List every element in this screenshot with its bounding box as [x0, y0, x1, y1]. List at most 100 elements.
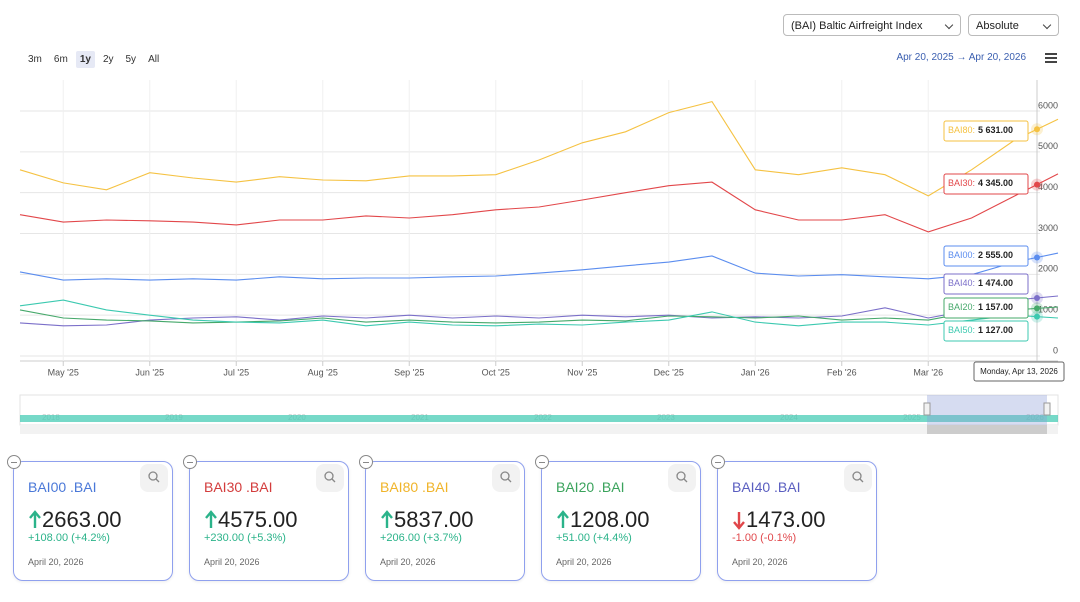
- card-date: April 20, 2026: [28, 557, 84, 567]
- crosshair-dot: [1034, 126, 1040, 133]
- scrollbar: [20, 425, 1058, 434]
- tooltip-text: BAI30: 4 345.00: [948, 178, 1013, 188]
- search-icon: [324, 471, 336, 483]
- ticker-card[interactable]: BAI30 .BAI 4575.00 +230.00 (+5.3%) April 20…: [183, 455, 349, 581]
- tooltip-name: BAI20:: [948, 302, 975, 312]
- search-icon: [852, 471, 864, 483]
- scrollbar-thumb: [927, 425, 1047, 434]
- card-value: 4575.00: [204, 507, 298, 533]
- search-button[interactable]: [316, 464, 344, 492]
- x-tick-label: Feb '26: [827, 367, 857, 377]
- search-button[interactable]: [492, 464, 520, 492]
- x-tick-label: May '25: [48, 367, 79, 377]
- tooltip-box: [943, 120, 1029, 142]
- crosshair-dot: [1034, 305, 1040, 312]
- ticker-card[interactable]: BAI20 .BAI 1208.00 +51.00 (+4.4%) April 20,…: [535, 455, 701, 581]
- tooltip-name: BAI30:: [948, 178, 975, 188]
- card-value: 5837.00: [380, 507, 474, 533]
- tooltip: BAI30: 4 345.00: [943, 173, 1029, 195]
- card-change: +206.00 (+3.7%): [380, 532, 462, 544]
- card-value-text: 4575.00: [218, 507, 298, 532]
- card-value: 1208.00: [556, 507, 650, 533]
- chart: 0 1000 2000 3000 4000 5000 6000 May '25 Jun '25 J…: [19, 80, 1065, 434]
- card-value: 1473.00: [732, 507, 826, 533]
- y-tick-label: 6000: [1038, 100, 1058, 110]
- tooltip-value: 4 345.00: [978, 178, 1013, 188]
- navigator-handle[interactable]: [1043, 402, 1051, 416]
- date-arrow: →: [956, 52, 967, 63]
- tooltip-value: 2 555.00: [978, 250, 1013, 260]
- card-name: BAI30 .BAI: [204, 479, 273, 495]
- y-tick-label: 0: [1053, 345, 1058, 355]
- y-tick-label: 4000: [1038, 182, 1058, 192]
- y-tick-label: 1000: [1038, 305, 1058, 315]
- date-to[interactable]: Apr 20, 2026: [968, 52, 1026, 63]
- card-name: BAI20 .BAI: [556, 479, 625, 495]
- trend-arrow: [29, 510, 41, 528]
- navigator-base: [20, 415, 1058, 422]
- index-select[interactable]: (BAI) Baltic Airfreight Index: [783, 14, 961, 36]
- card-value: 2663.00: [28, 507, 122, 533]
- menu-icon[interactable]: [1045, 53, 1057, 63]
- crosshair-dot: [1034, 181, 1040, 188]
- tooltip: BAI50: 1 127.00: [943, 320, 1029, 342]
- crosshair-label: Monday, Apr 13, 2026: [980, 367, 1058, 376]
- search-button[interactable]: [140, 464, 168, 492]
- tooltip-box: [943, 245, 1029, 267]
- trend-arrow: [205, 510, 217, 528]
- card-name: BAI40 .BAI: [732, 479, 801, 495]
- card-change: +230.00 (+5.3%): [204, 532, 286, 544]
- crosshair-dot: [1034, 313, 1040, 320]
- card-change: -1.00 (-0.1%): [732, 532, 797, 544]
- card-date: April 20, 2026: [732, 557, 788, 567]
- ticker-card[interactable]: BAI80 .BAI 5837.00 +206.00 (+3.7%) April 20…: [359, 455, 525, 581]
- card-date: April 20, 2026: [204, 557, 260, 567]
- y-tick-label: 3000: [1038, 223, 1058, 233]
- tooltip: BAI80: 5 631.00: [943, 120, 1029, 142]
- remove-icon[interactable]: [7, 455, 21, 469]
- navigator-selection: [927, 395, 1047, 425]
- remove-icon[interactable]: [711, 455, 725, 469]
- series-line: [19, 100, 1059, 197]
- tooltip-name: BAI00:: [948, 250, 975, 260]
- navigator-handle[interactable]: [923, 402, 931, 416]
- range-button[interactable]: 5y: [125, 54, 137, 65]
- x-tick-label: Nov '25: [567, 367, 597, 377]
- trend-arrow: [733, 512, 745, 530]
- search-icon: [148, 471, 160, 483]
- remove-icon[interactable]: [359, 455, 373, 469]
- tooltip-box: [943, 320, 1029, 342]
- search-button[interactable]: [668, 464, 696, 492]
- ticker-card[interactable]: BAI40 .BAI 1473.00 -1.00 (-0.1%) April 20, …: [711, 455, 877, 581]
- ticker-card[interactable]: BAI00 .BAI 2663.00 +108.00 (+4.2%) April 20…: [7, 455, 173, 581]
- tooltip-value: 1 157.00: [978, 302, 1013, 312]
- tooltip: BAI40: 1 474.00: [943, 273, 1029, 295]
- tooltip-text: BAI50: 1 127.00: [948, 325, 1013, 335]
- mode-select[interactable]: Absolute: [968, 14, 1059, 36]
- range-button[interactable]: 2y: [102, 54, 114, 65]
- range-button[interactable]: 3m: [28, 54, 42, 65]
- remove-icon[interactable]: [183, 455, 197, 469]
- search-button[interactable]: [844, 464, 872, 492]
- card-value-text: 5837.00: [394, 507, 474, 532]
- date-from[interactable]: Apr 20, 2025: [896, 52, 954, 63]
- tooltip-name: BAI50:: [948, 325, 975, 335]
- crosshair-label-box: [973, 361, 1065, 382]
- tooltip-text: BAI20: 1 157.00: [948, 302, 1013, 312]
- range-button[interactable]: 1y: [75, 51, 95, 68]
- card-date: April 20, 2026: [556, 557, 612, 567]
- search-icon: [500, 471, 512, 483]
- card-change: +51.00 (+4.4%): [556, 532, 632, 544]
- tooltip-box: [943, 273, 1029, 295]
- trend-arrow: [381, 510, 393, 528]
- tooltip-name: BAI80:: [948, 125, 975, 135]
- tooltip-value: 5 631.00: [978, 125, 1013, 135]
- trend-arrow: [557, 510, 569, 528]
- tooltip-text: BAI40: 1 474.00: [948, 278, 1013, 288]
- x-tick-label: Mar '26: [913, 367, 943, 377]
- remove-icon[interactable]: [535, 455, 549, 469]
- range-button[interactable]: 6m: [53, 54, 68, 65]
- x-tick-label: Jul '25: [223, 367, 249, 377]
- range-button[interactable]: All: [148, 54, 160, 65]
